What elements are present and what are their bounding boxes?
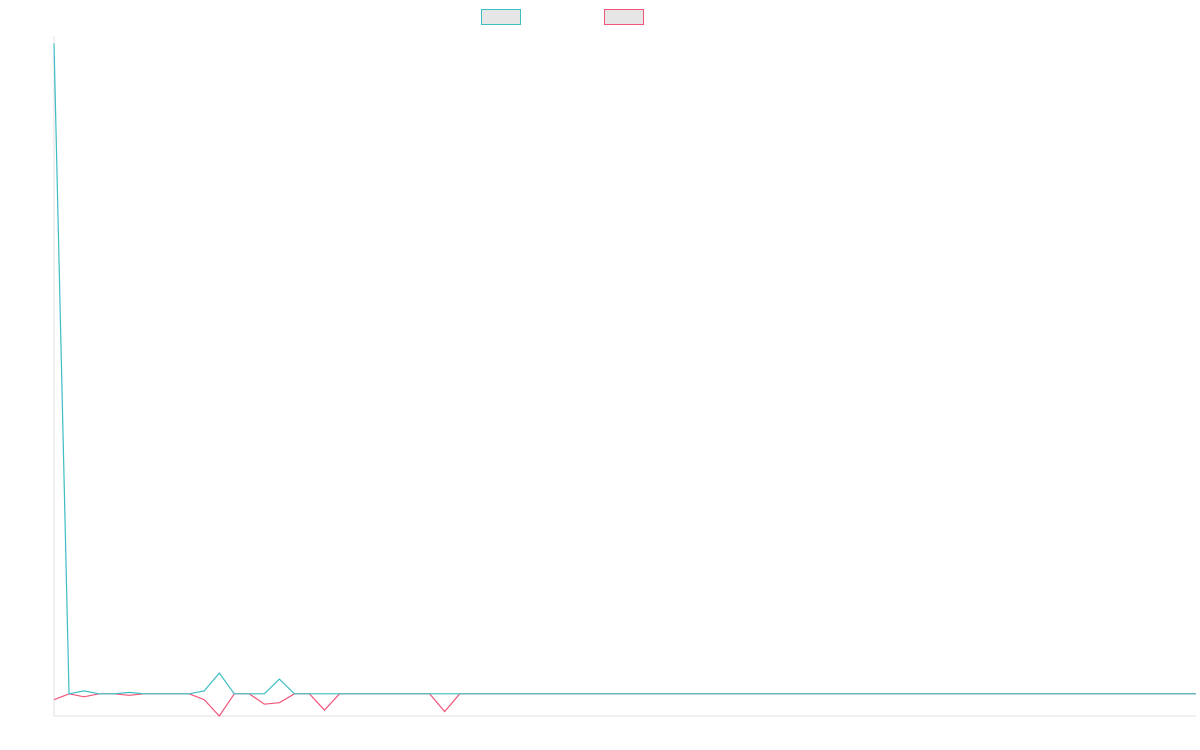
series-line-2 (53, 693, 1196, 717)
legend-swatch-series-2[interactable] (604, 9, 644, 25)
series-layer (53, 43, 1196, 717)
legend-swatch-series-1[interactable] (481, 9, 521, 25)
series-line-1 (53, 43, 1196, 695)
